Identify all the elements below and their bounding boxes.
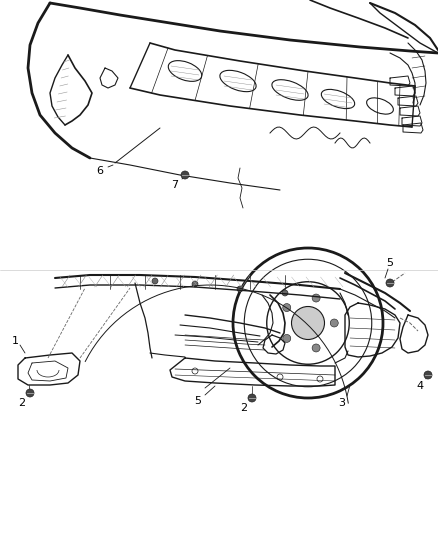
Circle shape [152, 278, 158, 284]
Circle shape [312, 294, 320, 302]
Text: 1: 1 [11, 336, 18, 346]
Text: 2: 2 [240, 403, 247, 413]
Circle shape [386, 279, 394, 287]
Circle shape [424, 371, 432, 379]
Circle shape [248, 394, 256, 402]
Circle shape [312, 344, 320, 352]
Circle shape [181, 171, 189, 179]
Text: 2: 2 [18, 398, 25, 408]
Circle shape [292, 306, 325, 340]
Circle shape [330, 319, 338, 327]
Text: 7: 7 [171, 180, 179, 190]
Text: 5: 5 [386, 258, 393, 268]
Circle shape [283, 334, 291, 342]
Text: 3: 3 [339, 398, 346, 408]
Text: 4: 4 [417, 381, 424, 391]
Circle shape [26, 389, 34, 397]
Circle shape [283, 304, 291, 312]
Text: 5: 5 [194, 396, 201, 406]
Circle shape [237, 286, 243, 292]
Circle shape [192, 281, 198, 287]
Text: 6: 6 [96, 166, 103, 176]
Circle shape [282, 290, 288, 296]
